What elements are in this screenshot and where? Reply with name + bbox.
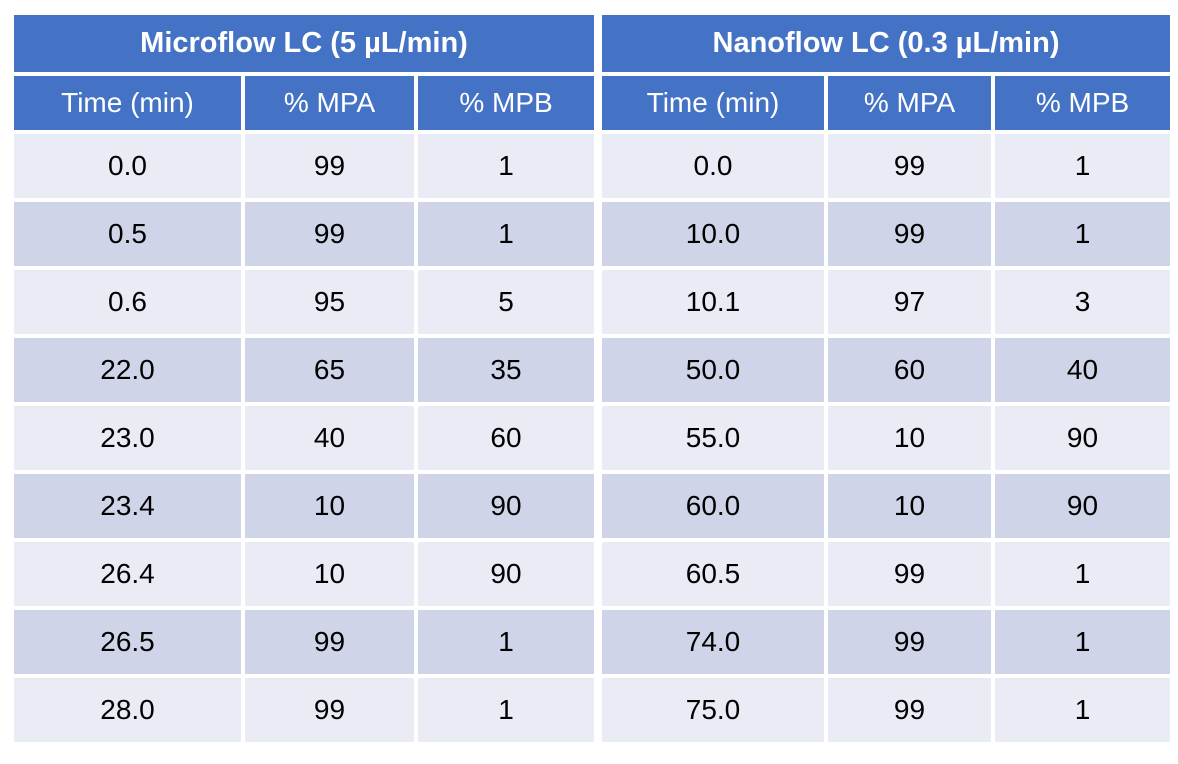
nano-mpb-value: 40 [995, 338, 1170, 402]
table-row: 22.0 65 35 50.0 60 40 [14, 338, 1170, 402]
table-row: 23.4 10 90 60.0 10 90 [14, 474, 1170, 538]
micro-mpb-value: 1 [418, 678, 594, 742]
nano-time-value: 75.0 [598, 678, 824, 742]
section-title-microflow: Microflow LC (5 µL/min) [14, 15, 594, 72]
table-row: 0.0 99 1 0.0 99 1 [14, 134, 1170, 198]
micro-mpa-value: 95 [245, 270, 414, 334]
micro-mpa-value: 99 [245, 134, 414, 198]
micro-mpb-value: 35 [418, 338, 594, 402]
micro-time-value: 0.6 [14, 270, 241, 334]
nano-mpb-value: 1 [995, 610, 1170, 674]
nano-mpa-value: 60 [828, 338, 991, 402]
nano-time-value: 10.1 [598, 270, 824, 334]
nano-mpb-value: 1 [995, 202, 1170, 266]
nano-mpa-value: 99 [828, 202, 991, 266]
micro-mpa-value: 99 [245, 610, 414, 674]
micro-mpb-value: 60 [418, 406, 594, 470]
micro-mpb-value: 5 [418, 270, 594, 334]
table-row: 26.5 99 1 74.0 99 1 [14, 610, 1170, 674]
nano-mpa-value: 99 [828, 678, 991, 742]
table-row: 23.0 40 60 55.0 10 90 [14, 406, 1170, 470]
micro-mpa-value: 10 [245, 474, 414, 538]
nano-time-value: 50.0 [598, 338, 824, 402]
section-title-row: Microflow LC (5 µL/min) Nanoflow LC (0.3… [14, 15, 1170, 72]
micro-time-value: 23.0 [14, 406, 241, 470]
micro-mpa-value: 99 [245, 678, 414, 742]
nano-time-value: 55.0 [598, 406, 824, 470]
nano-mpa-value: 10 [828, 474, 991, 538]
micro-mpb-value: 1 [418, 610, 594, 674]
micro-mpb-value: 1 [418, 202, 594, 266]
col-header-nano-mpa: % MPA [828, 76, 991, 130]
micro-time-value: 0.5 [14, 202, 241, 266]
col-header-nano-time: Time (min) [598, 76, 824, 130]
nano-time-value: 0.0 [598, 134, 824, 198]
nano-mpb-value: 1 [995, 542, 1170, 606]
table-row: 0.6 95 5 10.1 97 3 [14, 270, 1170, 334]
micro-mpb-value: 1 [418, 134, 594, 198]
nano-mpa-value: 99 [828, 610, 991, 674]
nano-mpb-value: 3 [995, 270, 1170, 334]
micro-mpa-value: 40 [245, 406, 414, 470]
nano-mpa-value: 99 [828, 542, 991, 606]
micro-time-value: 0.0 [14, 134, 241, 198]
nano-mpb-value: 90 [995, 406, 1170, 470]
col-header-micro-time: Time (min) [14, 76, 241, 130]
nano-mpa-value: 99 [828, 134, 991, 198]
nano-time-value: 60.0 [598, 474, 824, 538]
column-header-row: Time (min) % MPA % MPB Time (min) % MPA … [14, 76, 1170, 130]
section-title-nanoflow: Nanoflow LC (0.3 µL/min) [598, 15, 1170, 72]
col-header-micro-mpa: % MPA [245, 76, 414, 130]
nano-time-value: 10.0 [598, 202, 824, 266]
nano-mpb-value: 90 [995, 474, 1170, 538]
micro-time-value: 26.5 [14, 610, 241, 674]
micro-time-value: 23.4 [14, 474, 241, 538]
nano-mpa-value: 97 [828, 270, 991, 334]
col-header-micro-mpb: % MPB [418, 76, 594, 130]
micro-mpb-value: 90 [418, 542, 594, 606]
nano-mpb-value: 1 [995, 134, 1170, 198]
micro-time-value: 22.0 [14, 338, 241, 402]
table-row: 28.0 99 1 75.0 99 1 [14, 678, 1170, 742]
micro-mpb-value: 90 [418, 474, 594, 538]
table-row: 0.5 99 1 10.0 99 1 [14, 202, 1170, 266]
nano-mpb-value: 1 [995, 678, 1170, 742]
col-header-nano-mpb: % MPB [995, 76, 1170, 130]
nano-mpa-value: 10 [828, 406, 991, 470]
micro-time-value: 28.0 [14, 678, 241, 742]
table-row: 26.4 10 90 60.5 99 1 [14, 542, 1170, 606]
micro-time-value: 26.4 [14, 542, 241, 606]
micro-mpa-value: 10 [245, 542, 414, 606]
nano-time-value: 74.0 [598, 610, 824, 674]
micro-mpa-value: 99 [245, 202, 414, 266]
micro-mpa-value: 65 [245, 338, 414, 402]
nano-time-value: 60.5 [598, 542, 824, 606]
lc-gradient-table: Microflow LC (5 µL/min) Nanoflow LC (0.3… [10, 11, 1174, 746]
